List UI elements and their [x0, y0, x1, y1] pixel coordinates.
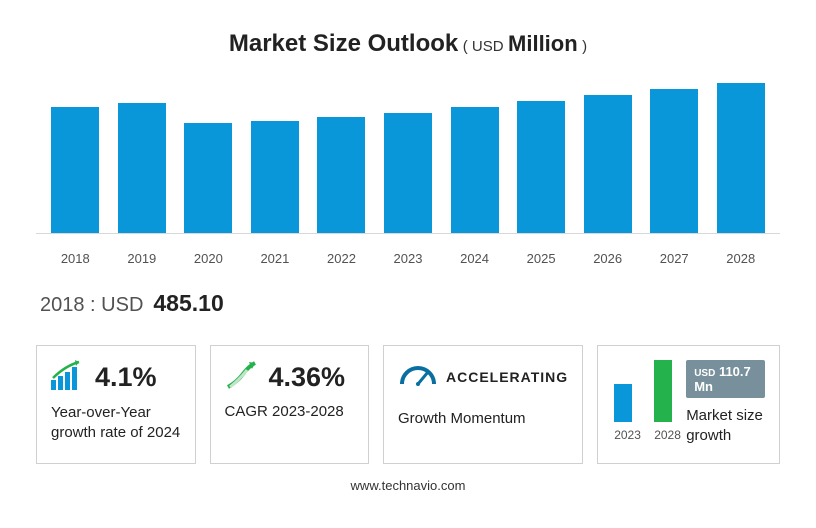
title-paren-close: ) [582, 38, 587, 55]
xlabel-2027: 2027 [641, 251, 708, 266]
bar-col-2020 [175, 123, 242, 233]
stats-cards: 4.1% Year-over-Year growth rate of 2024 … [36, 345, 780, 464]
bar-col-2026 [574, 95, 641, 233]
xlabel-2021: 2021 [242, 251, 309, 266]
xlabel-2026: 2026 [574, 251, 641, 266]
growth-desc: Market size growth [686, 406, 765, 447]
bar-col-2028 [707, 83, 774, 233]
xlabel-2019: 2019 [109, 251, 176, 266]
bar-2025 [517, 101, 565, 233]
bar-col-2027 [641, 89, 708, 233]
mini-bar-2023 [614, 384, 632, 422]
bar-2020 [184, 123, 232, 233]
value-number: 485.10 [153, 290, 223, 317]
momentum-desc: Growth Momentum [398, 409, 568, 429]
chart-title: Market Size Outlook ( USD Million ) [36, 30, 780, 58]
card-market-size-growth: 2023 2028 USD 110.7 Mn Market size growt… [597, 345, 780, 464]
bar-2021 [251, 121, 299, 233]
value-label: 2018 : USD [40, 294, 143, 317]
xlabel-2018: 2018 [42, 251, 109, 266]
mini-label-b: 2028 [654, 428, 672, 442]
xlabel-2023: 2023 [375, 251, 442, 266]
bar-2019 [118, 103, 166, 233]
mini-bar-chart [614, 360, 672, 422]
cagr-metric: 4.36% [269, 362, 346, 393]
xlabel-2020: 2020 [175, 251, 242, 266]
cagr-desc: CAGR 2023-2028 [225, 403, 355, 420]
bar-col-2018 [42, 107, 109, 233]
yoy-desc: Year-over-Year growth rate of 2024 [51, 403, 181, 444]
bar-2018 [51, 107, 99, 233]
title-paren-open: ( USD [463, 38, 504, 55]
title-unit: Million [508, 31, 578, 56]
xlabel-2025: 2025 [508, 251, 575, 266]
bar-col-2022 [308, 117, 375, 233]
growth-pill: USD 110.7 Mn [686, 360, 765, 398]
mini-bar-2028 [654, 360, 672, 422]
bar-2023 [384, 113, 432, 233]
momentum-word: ACCELERATING [446, 369, 568, 385]
bar-2027 [650, 89, 698, 233]
bar-2022 [317, 117, 365, 233]
value-row: 2018 : USD 485.10 [40, 290, 780, 317]
bar-col-2025 [508, 101, 575, 233]
bar-2024 [451, 107, 499, 233]
title-main: Market Size Outlook [229, 30, 458, 57]
bar-col-2023 [375, 113, 442, 233]
speedometer-icon [398, 360, 438, 393]
bar-2026 [584, 95, 632, 233]
growth-arrow-icon [225, 360, 261, 395]
bar-chart: 2018201920202021202220232024202520262027… [36, 76, 780, 266]
xlabel-2022: 2022 [308, 251, 375, 266]
bar-col-2019 [109, 103, 176, 233]
yoy-metric: 4.1% [95, 362, 157, 393]
bar-col-2021 [242, 121, 309, 233]
bar-2028 [717, 83, 765, 233]
mini-label-a: 2023 [614, 428, 632, 442]
footer-url: www.technavio.com [36, 478, 780, 493]
xlabel-2028: 2028 [707, 251, 774, 266]
bar-col-2024 [441, 107, 508, 233]
card-momentum: ACCELERATING Growth Momentum [383, 345, 583, 464]
card-cagr: 4.36% CAGR 2023-2028 [210, 345, 370, 464]
card-yoy: 4.1% Year-over-Year growth rate of 2024 [36, 345, 196, 464]
chart-baseline [36, 233, 780, 234]
bar-growth-icon [51, 360, 87, 395]
pill-usd: USD [694, 368, 715, 379]
xlabel-2024: 2024 [441, 251, 508, 266]
